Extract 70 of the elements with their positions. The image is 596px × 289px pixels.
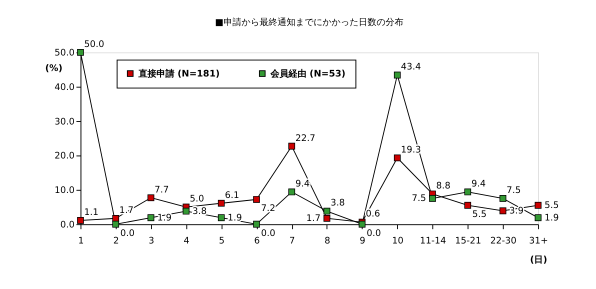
y-tick-label: 10.0 <box>54 186 75 196</box>
point <box>147 214 154 222</box>
x-tick-label: 2 <box>113 236 120 247</box>
x-tick-label: 4 <box>184 236 190 247</box>
x-tick-label: 15-21 <box>455 236 482 247</box>
point <box>218 200 225 207</box>
point <box>288 142 296 150</box>
point <box>182 208 190 215</box>
data-label: 1.1 <box>84 208 98 218</box>
point <box>534 202 542 209</box>
y-tick-label: 30.0 <box>54 117 75 128</box>
point <box>464 202 472 209</box>
data-label: 1.9 <box>544 213 560 224</box>
x-tick-label: 22-30 <box>490 236 517 247</box>
y-tick-label: 50.0 <box>54 48 75 59</box>
x-tick-label: 6 <box>254 236 260 247</box>
data-label: 7.2 <box>261 204 276 214</box>
x-tick-label: 8 <box>324 236 330 247</box>
point <box>288 188 296 196</box>
data-label: 8.8 <box>436 182 451 192</box>
data-label: 3.8 <box>330 198 346 209</box>
point <box>324 214 330 222</box>
data-label: 0.6 <box>366 210 380 220</box>
x-tick-label: 1 <box>78 236 84 247</box>
data-label: 7.7 <box>154 185 169 196</box>
chart-title: ■申請から最終通知までにかかった日数の分布 <box>215 17 404 28</box>
point <box>112 220 120 228</box>
data-label: 9.4 <box>471 179 486 190</box>
x-tick-label: 3 <box>148 236 154 247</box>
data-label: 22.7 <box>295 134 316 144</box>
y-axis-title: (%) <box>45 64 62 74</box>
x-axis-title: (日) <box>530 254 548 266</box>
y-tick-label: 0.0 <box>60 220 75 230</box>
y-tick-label: 20.0 <box>54 152 75 162</box>
data-label: 50.0 <box>84 40 104 50</box>
data-label: 1.7 <box>306 214 321 224</box>
point <box>324 208 330 215</box>
point <box>464 188 472 196</box>
x-tick-label: 10 <box>392 236 404 247</box>
x-tick-label: 11-14 <box>420 236 446 247</box>
x-tick-label: 7 <box>289 236 296 247</box>
data-label: 5.0 <box>190 194 204 205</box>
data-label: 5.5 <box>472 210 487 220</box>
data-label: 43.4 <box>400 62 422 73</box>
x-tick-label: 31+ <box>529 236 548 247</box>
x-tick-label: 5 <box>218 236 225 247</box>
point <box>429 195 436 202</box>
data-label: 6.1 <box>224 190 240 201</box>
y-tick-label: 40.0 <box>54 82 75 93</box>
data-label: 3.9 <box>509 206 524 217</box>
legend-label: 会員経由 (N=53) <box>269 68 346 80</box>
data-label: 9.4 <box>295 179 310 190</box>
point <box>147 194 154 202</box>
data-label: 5.5 <box>544 201 559 212</box>
point <box>394 154 401 162</box>
legend-label: 直接申請 (N=181) <box>137 68 220 80</box>
data-label: 0.0 <box>261 228 276 239</box>
point <box>253 196 260 203</box>
data-label: 7.5 <box>412 194 426 204</box>
point <box>218 214 225 222</box>
data-label: 7.5 <box>506 186 521 196</box>
point <box>394 72 401 78</box>
x-tick-label: 9 <box>360 236 366 247</box>
data-label: 1.9 <box>157 213 172 224</box>
point <box>534 214 542 222</box>
point <box>500 207 506 214</box>
point <box>500 195 506 202</box>
data-label: 0.0 <box>120 228 135 239</box>
point <box>253 220 260 228</box>
data-label: 0.0 <box>366 228 382 239</box>
